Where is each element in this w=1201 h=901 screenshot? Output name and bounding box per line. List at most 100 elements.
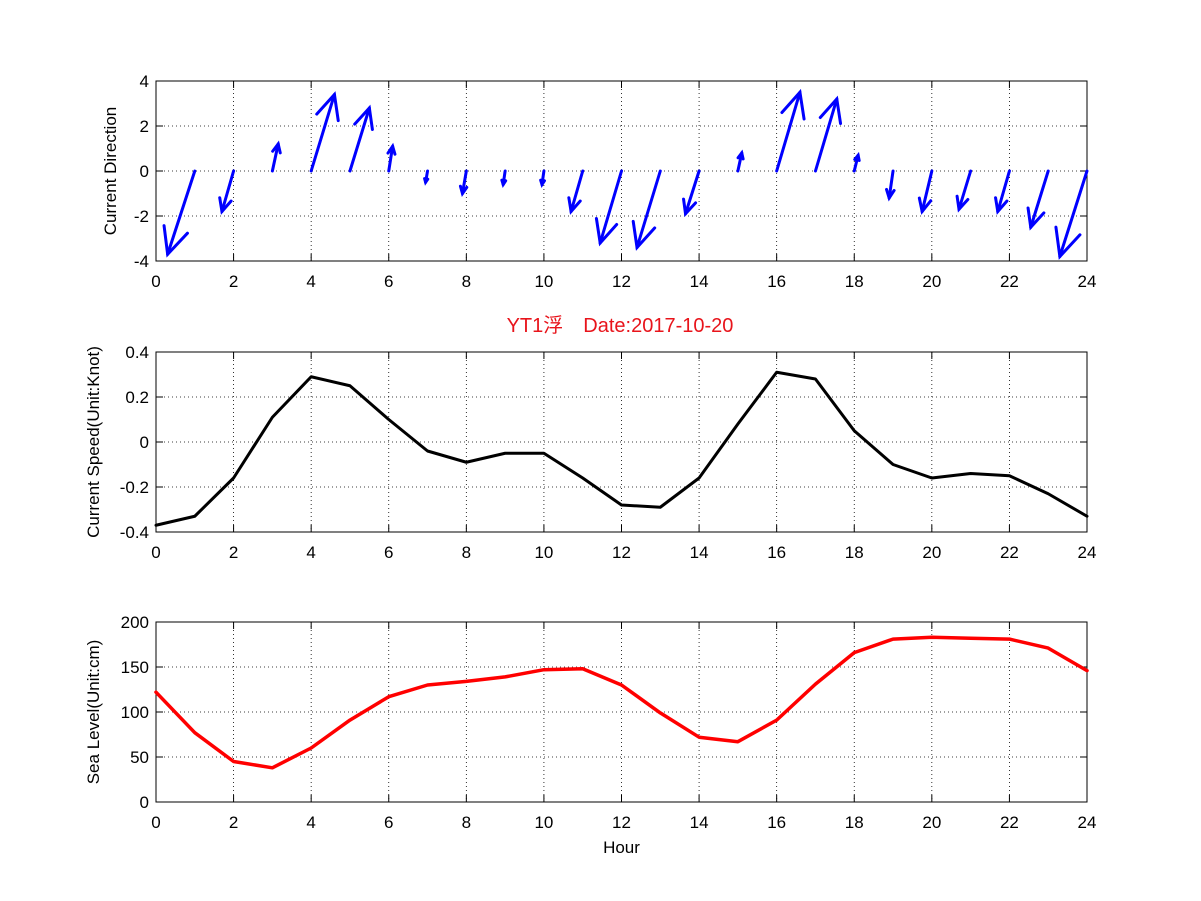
x-tick-label: 12 — [612, 272, 631, 291]
y-tick-label: 0.2 — [125, 388, 149, 407]
x-tick-label: 22 — [1000, 543, 1019, 562]
y-tick-label: -0.2 — [120, 478, 149, 497]
arrow-shaft — [1058, 169, 1089, 258]
arrow-head — [736, 149, 745, 161]
x-tick-label: 22 — [1000, 813, 1019, 832]
arrow-head — [386, 142, 397, 156]
arrow-head — [780, 88, 806, 121]
arrow-head — [682, 197, 698, 218]
y-tick-label: -4 — [134, 252, 149, 271]
x-tick-label: 10 — [534, 543, 553, 562]
arrow-head — [1026, 206, 1046, 231]
arrow-shaft — [460, 169, 468, 195]
direction-arrow — [955, 169, 973, 213]
direction-arrow — [994, 169, 1011, 215]
arrow-shaft — [1029, 169, 1050, 229]
x-axis-label: Hour — [603, 838, 640, 857]
arrow-shaft — [309, 93, 336, 173]
y-tick-label: -2 — [134, 207, 149, 226]
arrow-head — [818, 95, 843, 125]
arrow-head — [594, 217, 619, 247]
arrow-shaft — [996, 169, 1011, 213]
arrow-head — [917, 196, 933, 215]
x-tick-label: 12 — [612, 813, 631, 832]
x-tick-label: 16 — [767, 813, 786, 832]
direction-arrow — [1026, 169, 1050, 231]
arrow-head — [271, 140, 282, 155]
y-tick-label: 100 — [121, 703, 149, 722]
x-tick-label: 14 — [690, 272, 709, 291]
arrow-shaft — [920, 169, 934, 213]
direction-arrow — [423, 169, 430, 186]
arrow-head — [423, 177, 430, 186]
direction-arrow — [682, 169, 701, 218]
x-tick-label: 2 — [229, 272, 238, 291]
y-tick-label: -0.4 — [120, 523, 149, 542]
x-tick-label: 16 — [767, 272, 786, 291]
direction-arrow — [813, 95, 843, 173]
arrow-shaft — [887, 169, 895, 200]
direction-arrow — [852, 151, 861, 173]
arrow-shaft — [569, 169, 585, 213]
direction-arrow — [500, 169, 508, 188]
y-axis-label: Current Speed(Unit:Knot) — [84, 346, 103, 538]
arrow-head — [353, 104, 374, 132]
arrow-head — [853, 151, 861, 162]
arrow-shaft — [387, 144, 395, 173]
x-tick-label: 24 — [1078, 813, 1097, 832]
arrow-shaft — [775, 90, 802, 173]
y-tick-label: 0 — [140, 793, 149, 812]
arrow-head — [539, 178, 546, 188]
x-tick-label: 18 — [845, 272, 864, 291]
y-tick-label: 0 — [140, 162, 149, 181]
direction-arrow — [270, 140, 282, 173]
x-tick-label: 20 — [922, 813, 941, 832]
x-tick-label: 0 — [151, 543, 160, 562]
direction-arrow — [458, 169, 469, 197]
y-tick-label: 200 — [121, 613, 149, 632]
direction-arrow — [386, 142, 397, 173]
direction-arrow — [631, 169, 662, 251]
x-tick-label: 24 — [1078, 272, 1097, 291]
axes-box — [155, 351, 1088, 533]
x-tick-label: 8 — [462, 813, 471, 832]
arrow-head — [567, 196, 582, 215]
x-tick-label: 2 — [229, 543, 238, 562]
y-axis-label: Current Direction — [101, 107, 120, 236]
y-tick-label: 0.4 — [125, 343, 149, 362]
x-tick-label: 18 — [845, 543, 864, 562]
arrow-shaft — [635, 169, 662, 249]
arrow-head — [994, 196, 1009, 215]
x-tick-label: 10 — [534, 813, 553, 832]
arrow-shaft — [957, 169, 973, 211]
direction-arrow — [1054, 169, 1089, 260]
direction-arrow — [736, 149, 745, 173]
x-tick-label: 20 — [922, 272, 941, 291]
x-tick-label: 4 — [306, 272, 315, 291]
arrow-shaft — [598, 169, 623, 245]
direction-arrow — [775, 88, 806, 173]
arrow-head — [885, 187, 896, 202]
arrow-head — [315, 91, 340, 123]
arrow-head — [162, 224, 189, 258]
x-tick-label: 22 — [1000, 272, 1019, 291]
y-tick-label: 50 — [130, 748, 149, 767]
direction-arrow — [218, 169, 236, 215]
y-tick-label: 150 — [121, 658, 149, 677]
y-axis-label: Sea Level(Unit:cm) — [84, 640, 103, 785]
arrow-head — [458, 184, 469, 197]
x-tick-label: 4 — [306, 813, 315, 832]
arrow-shaft — [684, 169, 701, 216]
x-tick-label: 18 — [845, 813, 864, 832]
x-tick-label: 8 — [462, 543, 471, 562]
x-tick-label: 10 — [534, 272, 553, 291]
arrow-head — [955, 194, 970, 213]
x-tick-label: 0 — [151, 272, 160, 291]
arrow-head — [631, 219, 657, 251]
arrow-shaft — [348, 106, 371, 173]
x-tick-label: 16 — [767, 543, 786, 562]
x-tick-label: 0 — [151, 813, 160, 832]
arrow-shaft — [220, 169, 236, 213]
